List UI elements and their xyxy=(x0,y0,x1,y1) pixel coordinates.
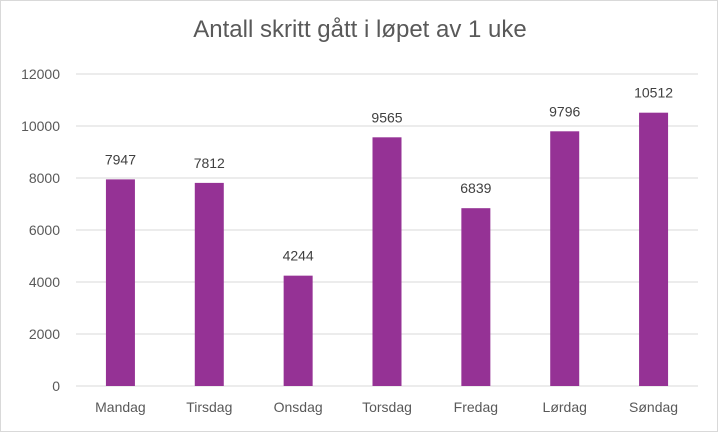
y-axis: 0 2000 4000 6000 8000 10000 12000 xyxy=(21,66,60,394)
bar-mandag xyxy=(105,179,135,386)
bar-søndag xyxy=(639,112,669,387)
data-label-torsdag: 9565 xyxy=(371,109,402,125)
bar-lørdag xyxy=(550,131,580,386)
y-tick-label: 8000 xyxy=(29,170,60,186)
bar-fredag xyxy=(461,208,491,386)
data-label-søndag: 10512 xyxy=(634,85,673,101)
y-tick-label: 0 xyxy=(52,378,60,394)
bar-onsdag xyxy=(283,275,313,386)
data-labels: 7947 7812 4244 9565 6839 9796 10512 xyxy=(105,85,673,264)
x-tick-label-onsdag: Onsdag xyxy=(274,399,323,415)
x-tick-label-tirsdag: Tirsdag xyxy=(186,399,232,415)
data-label-fredag: 6839 xyxy=(460,180,491,196)
data-label-onsdag: 4244 xyxy=(283,248,314,264)
y-tick-label: 4000 xyxy=(29,274,60,290)
x-tick-label-lørdag: Lørdag xyxy=(543,399,587,415)
y-tick-label: 6000 xyxy=(29,222,60,238)
data-label-lørdag: 9796 xyxy=(549,103,580,119)
bars xyxy=(105,112,669,387)
data-label-mandag: 7947 xyxy=(105,151,136,167)
chart-title: Antall skritt gått i løpet av 1 uke xyxy=(193,16,527,43)
y-tick-label: 12000 xyxy=(21,66,60,82)
y-tick-label: 2000 xyxy=(29,326,60,342)
data-label-tirsdag: 7812 xyxy=(194,155,225,171)
bar-torsdag xyxy=(372,137,402,386)
y-tick-label: 10000 xyxy=(21,118,60,134)
x-tick-label-mandag: Mandag xyxy=(95,399,146,415)
x-axis: Mandag Tirsdag Onsdag Torsdag Fredag Lørdag Sø… xyxy=(95,399,678,415)
x-tick-label-torsdag: Torsdag xyxy=(362,399,412,415)
bar-tirsdag xyxy=(194,182,224,386)
x-tick-label-fredag: Fredag xyxy=(454,399,498,415)
x-tick-label-søndag: Søndag xyxy=(629,399,678,415)
